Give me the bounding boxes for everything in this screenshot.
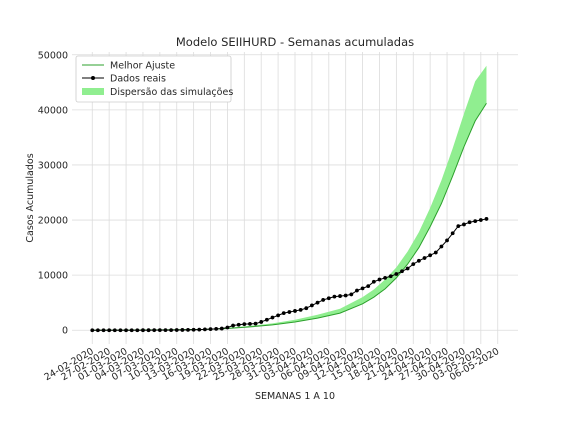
y-axis-label: Casos Acumulados [25, 153, 36, 242]
real-data-point [130, 328, 134, 332]
real-data-point [400, 269, 404, 273]
real-data-point [203, 328, 207, 332]
real-data-point [192, 328, 196, 332]
real-data-point [349, 293, 353, 297]
real-data-point [147, 328, 151, 332]
real-data-point [310, 304, 314, 308]
y-tick-label: 10000 [38, 271, 68, 282]
real-data-point [209, 327, 213, 331]
real-data-point [411, 262, 415, 266]
real-data-point [479, 218, 483, 222]
real-data-point [282, 311, 286, 315]
legend: Melhor Ajuste Dados reais Dispersão das … [76, 56, 233, 102]
real-data-point [158, 328, 162, 332]
real-data-point [316, 301, 320, 305]
real-data-point [417, 259, 421, 263]
real-data-point [175, 328, 179, 332]
real-data-point [366, 284, 370, 288]
real-data-point [164, 328, 168, 332]
real-data-point [333, 295, 337, 299]
legend-swatch-real-data-marker [91, 76, 95, 80]
real-data-point [254, 322, 258, 326]
real-data-point [299, 308, 303, 312]
real-data-point [485, 217, 489, 221]
real-data-point [321, 298, 325, 302]
real-data-point [355, 289, 359, 293]
real-data-point [226, 326, 230, 330]
real-data-point [293, 309, 297, 313]
y-tick-label: 20000 [38, 216, 68, 227]
chart-title: Modelo SEIIHURD - Semanas acumuladas [176, 35, 414, 49]
real-data-point [180, 328, 184, 332]
y-tick-label: 0 [62, 326, 68, 337]
real-data-point [186, 328, 190, 332]
real-data-point [468, 220, 472, 224]
real-data-point [102, 328, 106, 332]
real-data-point [248, 322, 252, 326]
real-data-point [456, 224, 460, 228]
real-data-point [135, 328, 139, 332]
real-data-point [473, 219, 477, 223]
real-data-point [445, 239, 449, 243]
legend-swatch-simulation-band [82, 88, 104, 95]
real-data-point [434, 251, 438, 255]
real-data-point [231, 324, 235, 328]
real-data-point [394, 272, 398, 276]
x-axis-label: SEMANAS 1 A 10 [255, 391, 335, 402]
real-data-point [242, 322, 246, 326]
real-data-point [378, 278, 382, 282]
legend-label-simulation-band: Dispersão das simulações [110, 87, 233, 98]
real-data-point [107, 328, 111, 332]
real-data-point [338, 294, 342, 298]
real-data-point [220, 327, 224, 331]
real-data-point [119, 328, 123, 332]
real-data-point [214, 327, 218, 331]
real-data-point [304, 306, 308, 310]
real-data-point [344, 294, 348, 298]
real-data-point [383, 276, 387, 280]
real-data-point [237, 323, 241, 327]
real-data-point [327, 296, 331, 300]
real-data-point [113, 328, 117, 332]
real-data-point [287, 310, 291, 314]
legend-label-best-fit: Melhor Ajuste [110, 61, 175, 72]
real-data-point [406, 267, 410, 271]
real-data-point [90, 328, 94, 332]
legend-label-real-data: Dados reais [110, 74, 166, 85]
real-data-point [271, 316, 275, 320]
real-data-point [265, 318, 269, 322]
real-data-point [124, 328, 128, 332]
real-data-point [152, 328, 156, 332]
real-data-point [428, 253, 432, 257]
real-data-point [259, 320, 263, 324]
real-data-point [372, 280, 376, 284]
y-tick-label: 40000 [38, 105, 68, 116]
real-data-point [423, 256, 427, 260]
real-data-point [389, 274, 393, 278]
real-data-point [96, 328, 100, 332]
real-data-point [141, 328, 145, 332]
real-data-point [276, 313, 280, 317]
y-tick-label: 30000 [38, 160, 68, 171]
real-data-point [169, 328, 173, 332]
y-tick-label: 50000 [38, 50, 68, 61]
real-data-point [361, 286, 365, 290]
real-data-point [440, 245, 444, 249]
real-data-point [462, 223, 466, 227]
real-data-point [197, 328, 201, 332]
real-data-point [451, 231, 455, 235]
